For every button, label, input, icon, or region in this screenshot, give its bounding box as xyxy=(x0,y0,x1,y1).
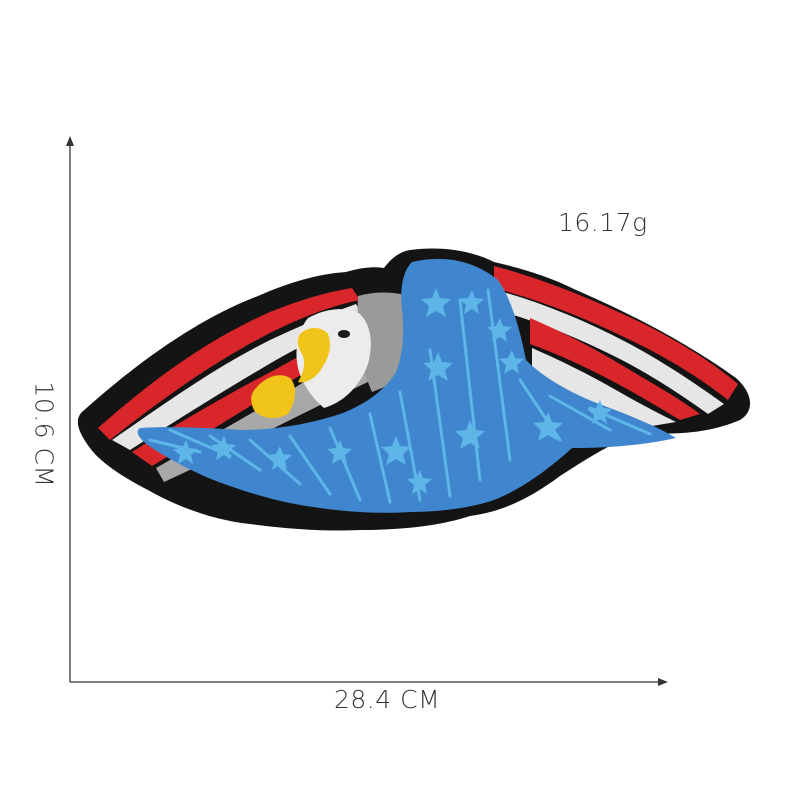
height-arrow-head xyxy=(66,136,74,146)
weight-label: 16.17g xyxy=(558,208,648,237)
eagle-talon xyxy=(251,375,296,419)
width-arrow-head xyxy=(658,678,668,686)
stars xyxy=(173,288,612,494)
right-wing-red xyxy=(494,266,738,400)
right-wing-white xyxy=(496,290,724,414)
right-wing-white-2 xyxy=(532,348,676,428)
left-wing-red xyxy=(98,288,360,440)
eagle-patch xyxy=(77,248,751,531)
right-wing-red-2 xyxy=(530,318,700,420)
eagle-eye xyxy=(338,330,350,338)
dimension-arrows xyxy=(66,136,668,686)
height-dimension-label: 10.6 CM xyxy=(29,381,59,488)
eagle-beak xyxy=(297,328,330,383)
width-dimension-label: 28.4 CM xyxy=(334,685,441,714)
blue-wing xyxy=(137,258,676,513)
